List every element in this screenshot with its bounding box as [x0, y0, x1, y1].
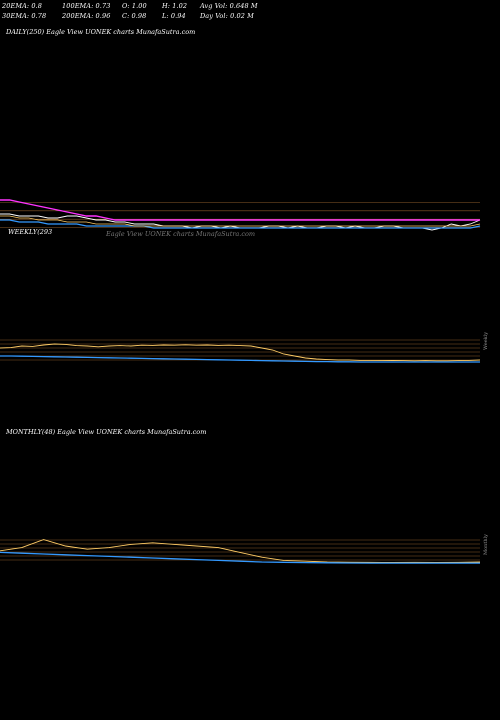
daily-panel-label: DAILY(250) Eagle View UONEK charts Munaf…: [6, 28, 196, 36]
weekly-series-line-0: [0, 343, 481, 362]
ema20-value: 20EMA: 0.8: [2, 2, 42, 10]
ema200-value: 200EMA: 0.96: [62, 12, 111, 20]
daily-chart: [0, 199, 481, 231]
weekly-panel-label: WEEKLY(293: [8, 228, 53, 236]
low-value: L: 0.94: [162, 12, 186, 20]
monthly-panel-label: MONTHLY(48) Eagle View UONEK charts Muna…: [6, 428, 207, 436]
open-value: O: 1.00: [122, 2, 147, 10]
ema30-value: 30EMA: 0.78: [2, 12, 47, 20]
day-vol-value: Day Vol: 0.02 M: [200, 12, 254, 20]
daily-series-line-3: [0, 215, 481, 227]
weekly-watermark: Eagle View UONEK charts MunafaSutra.com: [106, 230, 256, 238]
monthly-series-line-0: [0, 539, 481, 563]
ema100-value: 100EMA: 0.73: [62, 2, 111, 10]
high-value: H: 1.02: [162, 2, 188, 10]
daily-series-line-2: [0, 219, 481, 229]
weekly-chart: [0, 339, 481, 363]
monthly-series-line-1: [0, 551, 480, 564]
avg-vol-value: Avg Vol: 0.648 M: [200, 2, 258, 10]
weekly-series-line-1: [0, 355, 480, 363]
monthly-chart: [0, 539, 481, 564]
daily-series-line-1: [0, 199, 480, 221]
close-value: C: 0.98: [122, 12, 147, 20]
